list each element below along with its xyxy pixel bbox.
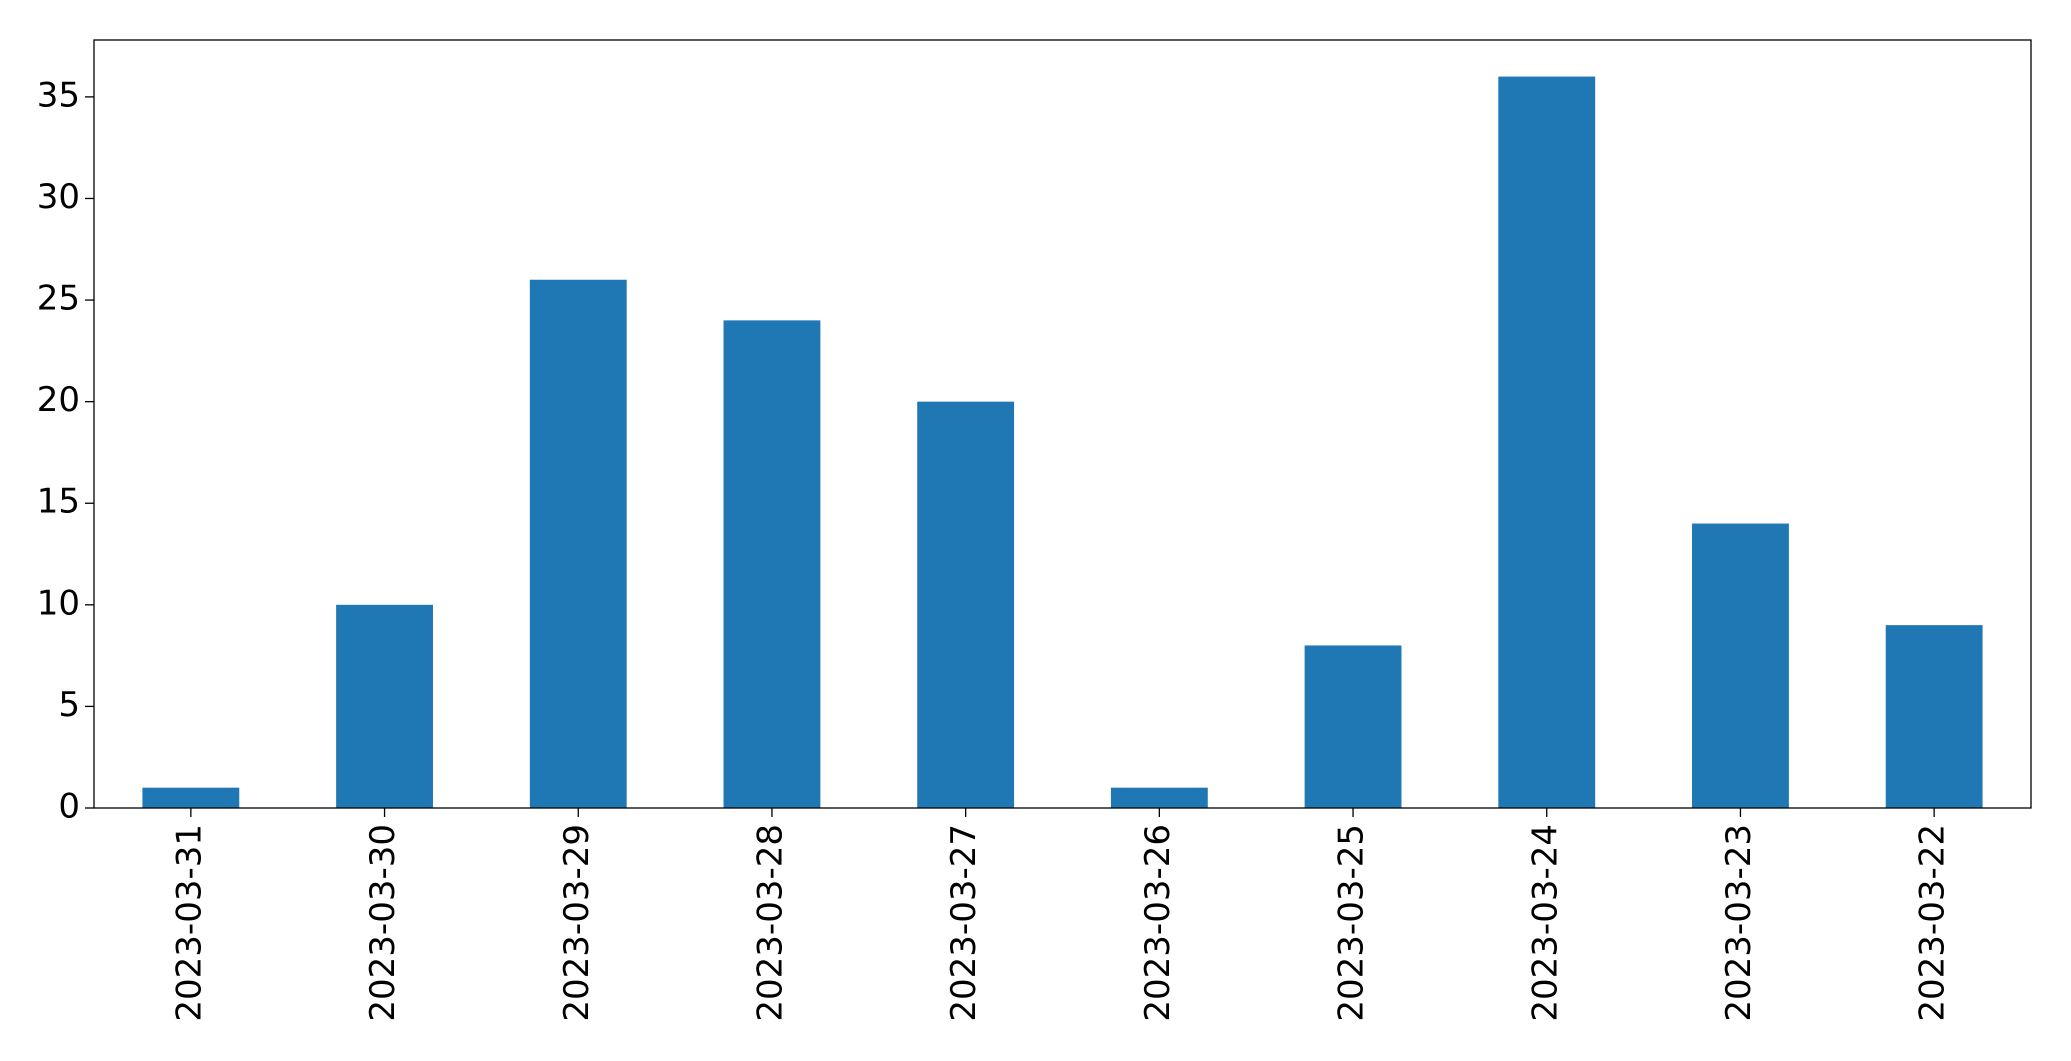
x-tick-label: 2023-03-31 xyxy=(169,824,209,1022)
x-tick-label: 2023-03-27 xyxy=(944,824,984,1022)
bar xyxy=(142,787,240,808)
bar xyxy=(529,279,627,808)
y-tick-label: 30 xyxy=(37,177,80,217)
bar xyxy=(1498,76,1596,809)
y-tick-label: 35 xyxy=(37,75,80,115)
x-tick-label: 2023-03-23 xyxy=(1719,824,1759,1022)
plot-frame xyxy=(93,39,2032,809)
x-tick-label: 2023-03-25 xyxy=(1332,824,1372,1022)
y-tick-label: 0 xyxy=(58,787,80,827)
y-tick-label: 15 xyxy=(37,482,80,522)
y-tick-label: 20 xyxy=(37,380,80,420)
y-tick-label: 10 xyxy=(37,583,80,623)
x-tick-label: 2023-03-30 xyxy=(363,824,403,1022)
bar xyxy=(1110,787,1208,808)
bar xyxy=(1692,523,1789,808)
x-tick-label: 2023-03-26 xyxy=(1138,824,1178,1022)
bar xyxy=(336,604,433,808)
x-tick-label: 2023-03-24 xyxy=(1525,824,1565,1022)
x-tick-label: 2023-03-29 xyxy=(557,824,597,1022)
bar xyxy=(723,320,821,808)
y-tick-label: 25 xyxy=(37,279,80,319)
bar xyxy=(1304,645,1402,808)
y-tick-label: 5 xyxy=(58,685,80,725)
x-tick-label: 2023-03-22 xyxy=(1913,824,1953,1022)
bar xyxy=(917,401,1015,808)
x-tick-label: 2023-03-28 xyxy=(750,824,790,1022)
bar xyxy=(1885,625,1983,808)
